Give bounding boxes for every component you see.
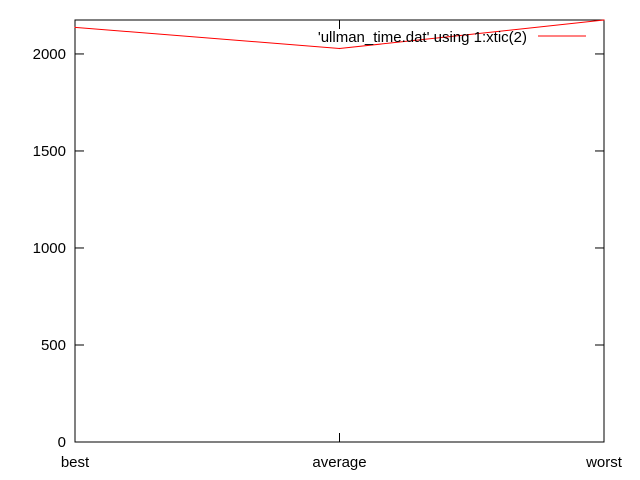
legend: 'ullman_time.dat' using 1:xtic(2) (318, 29, 586, 46)
y-tick-label: 2000 (33, 46, 66, 63)
data-point (74, 26, 76, 28)
x-axis-ticks: best average worst (61, 20, 623, 471)
y-tick-label: 0 (58, 434, 66, 451)
y-tick-label: 1000 (33, 240, 66, 257)
series-layer (74, 19, 605, 50)
x-tick-label: worst (585, 454, 623, 471)
plot-frame (74, 19, 605, 443)
legend-label-series-1: 'ullman_time.dat' using 1:xtic(2) (318, 29, 527, 46)
x-tick-label: best (61, 454, 90, 471)
y-tick-label: 1500 (33, 143, 66, 160)
x-tick-label: average (312, 454, 366, 471)
y-axis-ticks: 0 500 1000 1500 2000 (33, 46, 604, 451)
data-point (603, 19, 605, 21)
y-tick-label: 500 (41, 337, 66, 354)
data-point (338, 47, 341, 50)
